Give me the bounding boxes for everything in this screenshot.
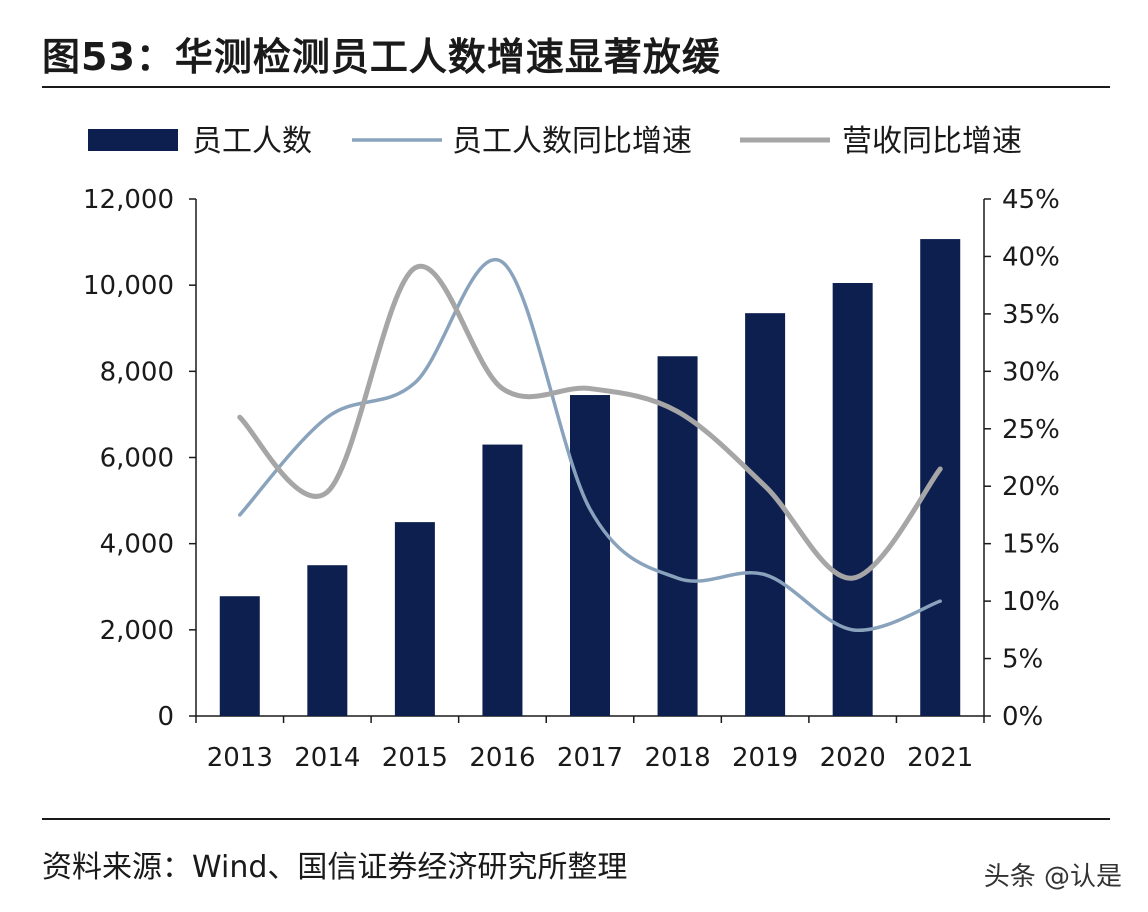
line-employee-growth	[238, 257, 942, 632]
y-right-tick-label: 45%	[1002, 185, 1060, 215]
bar	[307, 565, 348, 716]
x-tick-label: 2018	[644, 743, 710, 773]
y-right-tick-label: 10%	[1002, 587, 1060, 617]
x-tick-label: 2017	[557, 743, 623, 773]
source-note: 资料来源：Wind、国信证券经济研究所整理	[42, 850, 628, 885]
x-tick-label: 2019	[732, 743, 798, 773]
watermark: 头条 @认是	[983, 862, 1122, 892]
x-tick-label: 2013	[207, 743, 273, 773]
legend-label: 员工人数同比增速	[452, 124, 692, 159]
y-right-tick-label: 5%	[1002, 645, 1043, 675]
y-left-tick-label: 6,000	[100, 444, 174, 474]
y-right-tick-label: 40%	[1002, 242, 1060, 272]
legend-swatch-bar	[88, 129, 178, 151]
bar	[482, 444, 523, 716]
y-left-tick-label: 2,000	[100, 616, 174, 646]
bar	[570, 395, 610, 716]
y-right-tick-label: 15%	[1002, 530, 1060, 560]
legend-label: 员工人数	[192, 124, 312, 159]
page-title: 图53：华测检测员工人数增速显著放缓	[42, 35, 721, 79]
bar	[219, 596, 260, 716]
bar	[394, 522, 435, 716]
chart: 0 2,000 4,000 6,000 8,000 10,000 12,000 0% 5% 10%…	[83, 124, 1060, 773]
y-left-tick-label: 12,000	[83, 185, 174, 215]
y-left-tick-label: 4,000	[100, 530, 174, 560]
legend-label: 营收同比增速	[842, 124, 1022, 159]
y-right-tick-label: 20%	[1002, 472, 1060, 502]
x-tick-label: 2016	[469, 743, 535, 773]
x-tick-label: 2021	[907, 743, 973, 773]
y-right-tick-label: 30%	[1002, 357, 1060, 387]
line-revenue-growth	[237, 263, 943, 581]
source-divider	[42, 818, 1110, 820]
x-tick-label: 2014	[294, 743, 360, 773]
bar	[657, 356, 698, 716]
bar	[832, 283, 873, 716]
y-right-tick-label: 35%	[1002, 300, 1060, 330]
y-left-tick-label: 8,000	[100, 357, 174, 387]
title-divider	[42, 86, 1110, 88]
bar	[745, 313, 786, 716]
y-left-tick-label: 0	[157, 702, 174, 732]
y-left-tick-label: 10,000	[83, 271, 174, 301]
y-right-tick-label: 25%	[1002, 415, 1060, 445]
bar	[920, 239, 961, 716]
x-tick-label: 2020	[820, 743, 886, 773]
x-tick-label: 2015	[382, 743, 448, 773]
y-right-tick-label: 0%	[1002, 702, 1043, 732]
